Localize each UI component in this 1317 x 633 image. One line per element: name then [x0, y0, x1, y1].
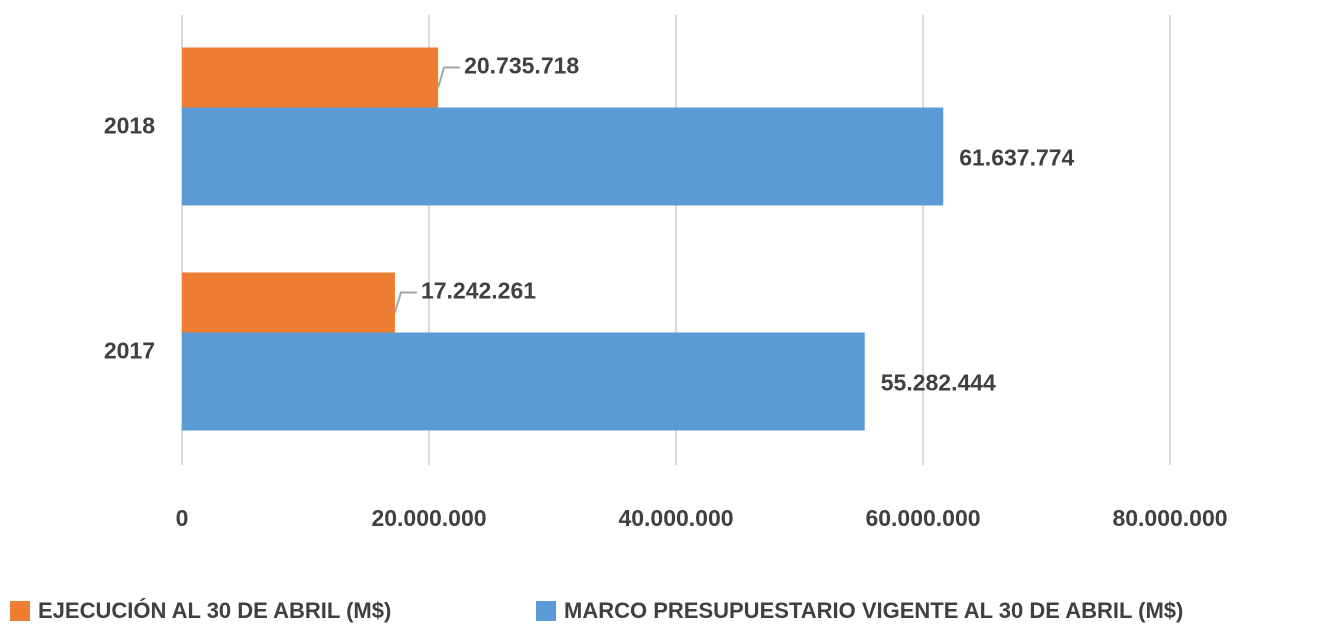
x-tick-label: 60.000.000 [865, 505, 980, 531]
leader-line [437, 66, 461, 88]
legend-label: EJECUCIÓN AL 30 DE ABRIL (M$) [38, 598, 391, 623]
data-label: 20.735.718 [464, 53, 579, 79]
x-tick-label: 0 [176, 505, 189, 531]
x-tick-label: 40.000.000 [618, 505, 733, 531]
y-tick-label: 2017 [104, 338, 155, 364]
bar [182, 332, 865, 431]
y-tick-label: 2018 [104, 113, 155, 139]
bar [182, 107, 944, 206]
legend-swatch [536, 601, 556, 621]
data-label: 17.242.261 [421, 278, 536, 304]
leader-line [393, 291, 417, 313]
legend-label: MARCO PRESUPUESTARIO VIGENTE AL 30 DE AB… [564, 598, 1183, 623]
data-label: 61.637.774 [959, 145, 1074, 171]
legend-swatch [10, 601, 30, 621]
data-label: 55.282.444 [881, 370, 996, 396]
x-tick-label: 80.000.000 [1112, 505, 1227, 531]
x-tick-label: 20.000.000 [371, 505, 486, 531]
